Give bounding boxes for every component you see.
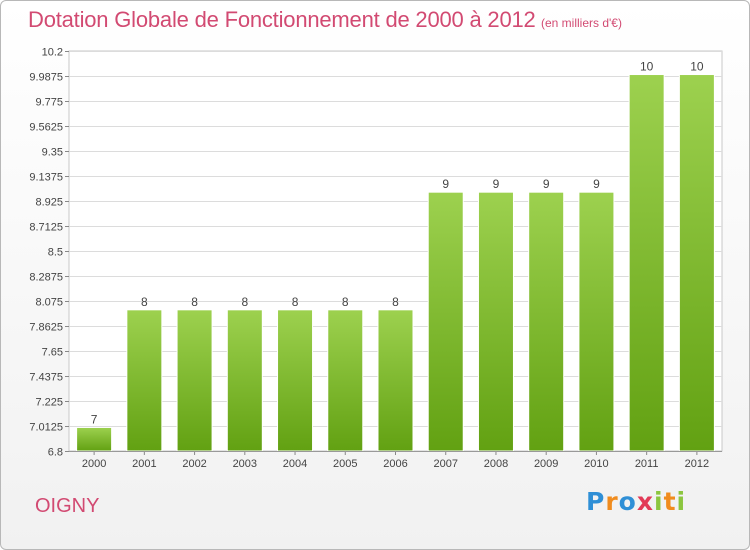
x-tick-label: 2002 bbox=[182, 458, 206, 470]
x-tick-label: 2008 bbox=[484, 458, 508, 470]
bar-2007 bbox=[427, 191, 464, 452]
x-tick-label: 2004 bbox=[283, 458, 307, 470]
data-label: 9 bbox=[543, 177, 550, 191]
proxiti-logo: Proxiti bbox=[586, 487, 687, 516]
data-label: 8 bbox=[292, 295, 299, 309]
x-tick-label: 2003 bbox=[233, 458, 257, 470]
y-tick-label: 7.225 bbox=[35, 397, 63, 409]
y-tick-label: 9.775 bbox=[35, 97, 63, 109]
y-tick-label: 7.65 bbox=[42, 347, 63, 359]
commune-name: OIGNY bbox=[35, 495, 100, 517]
chart-title: Dotation Globale de Fonctionnement de 20… bbox=[28, 7, 536, 32]
bar-2009 bbox=[528, 191, 565, 452]
x-tick-label: 2006 bbox=[383, 458, 407, 470]
y-tick-label: 8.5 bbox=[48, 247, 63, 259]
x-tick-label: 2001 bbox=[132, 458, 156, 470]
data-label: 9 bbox=[493, 177, 500, 191]
y-tick-label: 9.9875 bbox=[29, 72, 63, 84]
data-label: 8 bbox=[241, 295, 248, 309]
data-label: 9 bbox=[593, 177, 600, 191]
x-tick-label: 2005 bbox=[333, 458, 357, 470]
x-tick-label: 2011 bbox=[635, 458, 659, 470]
bar-2001 bbox=[126, 309, 163, 452]
y-tick-label: 7.0125 bbox=[29, 422, 63, 434]
y-tick-label: 6.8 bbox=[48, 447, 63, 459]
x-tick-label: 2007 bbox=[433, 458, 457, 470]
y-tick-label: 9.5625 bbox=[29, 122, 63, 134]
y-tick-label: 10.2 bbox=[42, 47, 63, 59]
data-label: 9 bbox=[442, 177, 449, 191]
x-tick-label: 2010 bbox=[584, 458, 608, 470]
y-tick-label: 9.1375 bbox=[29, 172, 63, 184]
chart-unit: (en milliers d'€) bbox=[541, 16, 622, 30]
data-label: 10 bbox=[690, 60, 704, 74]
y-tick-label: 7.4375 bbox=[29, 372, 63, 384]
data-label: 7 bbox=[91, 412, 98, 426]
bar-2002 bbox=[176, 309, 213, 452]
y-tick-label: 9.35 bbox=[42, 147, 63, 159]
y-tick-label: 7.8625 bbox=[29, 322, 63, 334]
x-tick-label: 2000 bbox=[82, 458, 106, 470]
bar-2010 bbox=[578, 191, 615, 452]
x-tick-label: 2009 bbox=[534, 458, 558, 470]
bar-2012 bbox=[678, 74, 715, 452]
data-label: 10 bbox=[640, 60, 654, 74]
y-tick-label: 8.7125 bbox=[29, 222, 63, 234]
y-tick-label: 8.2875 bbox=[29, 272, 63, 284]
bar-2004 bbox=[277, 309, 314, 452]
bar-2000 bbox=[76, 426, 113, 452]
x-tick-label: 2012 bbox=[685, 458, 709, 470]
data-label: 8 bbox=[191, 295, 198, 309]
data-label: 8 bbox=[141, 295, 148, 309]
y-tick-label: 8.925 bbox=[35, 197, 63, 209]
data-label: 8 bbox=[342, 295, 349, 309]
data-label: 8 bbox=[392, 295, 399, 309]
bar-2011 bbox=[628, 74, 665, 452]
y-tick-label: 8.075 bbox=[35, 297, 63, 309]
bar-2008 bbox=[477, 191, 514, 452]
bar-2003 bbox=[226, 309, 263, 452]
bar-2006 bbox=[377, 309, 414, 452]
bar-2005 bbox=[327, 309, 364, 452]
